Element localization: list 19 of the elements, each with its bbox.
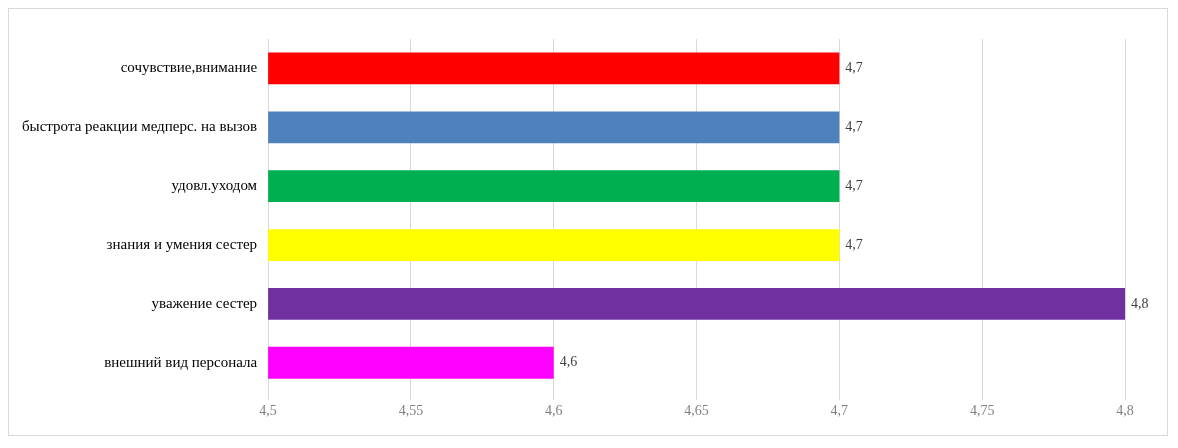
y-tick-label: уважение сестер	[151, 294, 258, 311]
x-tick-label: 4,65	[684, 403, 709, 419]
x-tick-label: 4,55	[398, 403, 424, 419]
x-tick-label: 4,8	[1116, 403, 1134, 419]
data-label: 4,7	[845, 236, 863, 252]
x-tick-label: 4,7	[830, 403, 849, 419]
y-tick-label: быстрота реакции медперс. на вызов	[21, 118, 258, 135]
x-tick-label: 4,75	[969, 403, 995, 419]
y-tick-label: знания и умения сестер	[106, 235, 258, 252]
data-label: 4,7	[845, 118, 863, 134]
data-label: 4,7	[845, 177, 863, 193]
x-tick-label: 4,6	[544, 403, 563, 419]
data-label: 4,8	[1131, 295, 1149, 311]
y-tick-label: удовл.уходом	[171, 177, 258, 194]
data-label: 4,6	[559, 354, 578, 370]
y-tick-label: сочувствие,внимание	[120, 59, 258, 76]
y-tick-label: внешний вид персонала	[104, 353, 258, 370]
x-tick-label: 4,5	[259, 403, 277, 419]
data-label: 4,7	[845, 60, 863, 76]
